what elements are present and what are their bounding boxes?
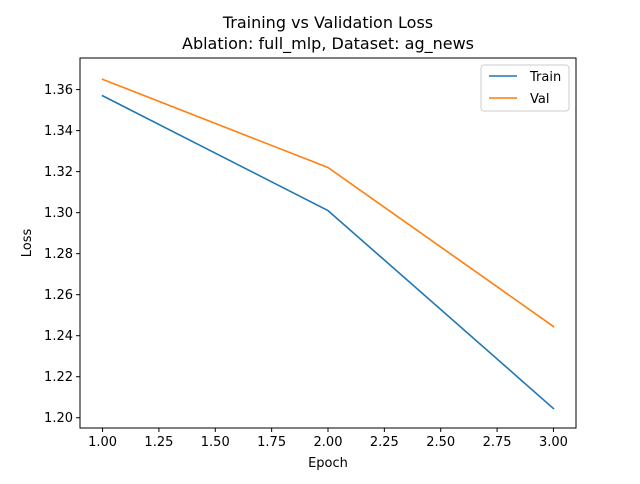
x-tick-label: 1.50 — [201, 435, 230, 450]
legend: Train Val — [480, 64, 570, 112]
series-line-train — [101, 94, 555, 410]
x-axis-label: Epoch — [308, 456, 348, 471]
y-axis-label: Loss — [20, 229, 35, 258]
x-tick-label: 2.50 — [426, 435, 455, 450]
x-tick-label: 3.00 — [539, 435, 568, 450]
chart-subtitle: Ablation: full_mlp, Dataset: ag_news — [182, 34, 474, 54]
y-tick-label: 1.30 — [44, 206, 73, 221]
series-layer — [101, 78, 555, 410]
y-tick-label: 1.22 — [44, 370, 73, 385]
y-tick-label: 1.28 — [44, 247, 73, 262]
legend-label-val: Val — [530, 92, 549, 107]
y-tick-label: 1.32 — [44, 165, 73, 180]
y-tick-label: 1.20 — [44, 411, 73, 426]
legend-label-train: Train — [529, 70, 561, 85]
x-tick-label: 1.00 — [88, 435, 117, 450]
series-line-val — [101, 78, 555, 328]
y-axis-ticks: 1.20 1.22 1.24 1.26 1.28 1.30 1.32 1.34 1.36 — [44, 83, 80, 426]
chart-title: Training vs Validation Loss — [222, 13, 433, 32]
y-tick-label: 1.26 — [44, 288, 73, 303]
y-tick-label: 1.34 — [44, 124, 73, 139]
plot-area — [79, 57, 577, 429]
x-tick-label: 1.25 — [144, 435, 173, 450]
plot-background — [80, 58, 576, 428]
x-tick-label: 2.75 — [483, 435, 512, 450]
x-tick-label: 2.25 — [370, 435, 399, 450]
x-tick-label: 1.75 — [257, 435, 286, 450]
y-tick-label: 1.36 — [44, 83, 73, 98]
x-tick-label: 2.00 — [314, 435, 343, 450]
x-axis-ticks: 1.00 1.25 1.50 1.75 2.00 2.25 2.50 2.75 3.00 — [88, 428, 568, 450]
y-tick-label: 1.24 — [44, 329, 73, 344]
